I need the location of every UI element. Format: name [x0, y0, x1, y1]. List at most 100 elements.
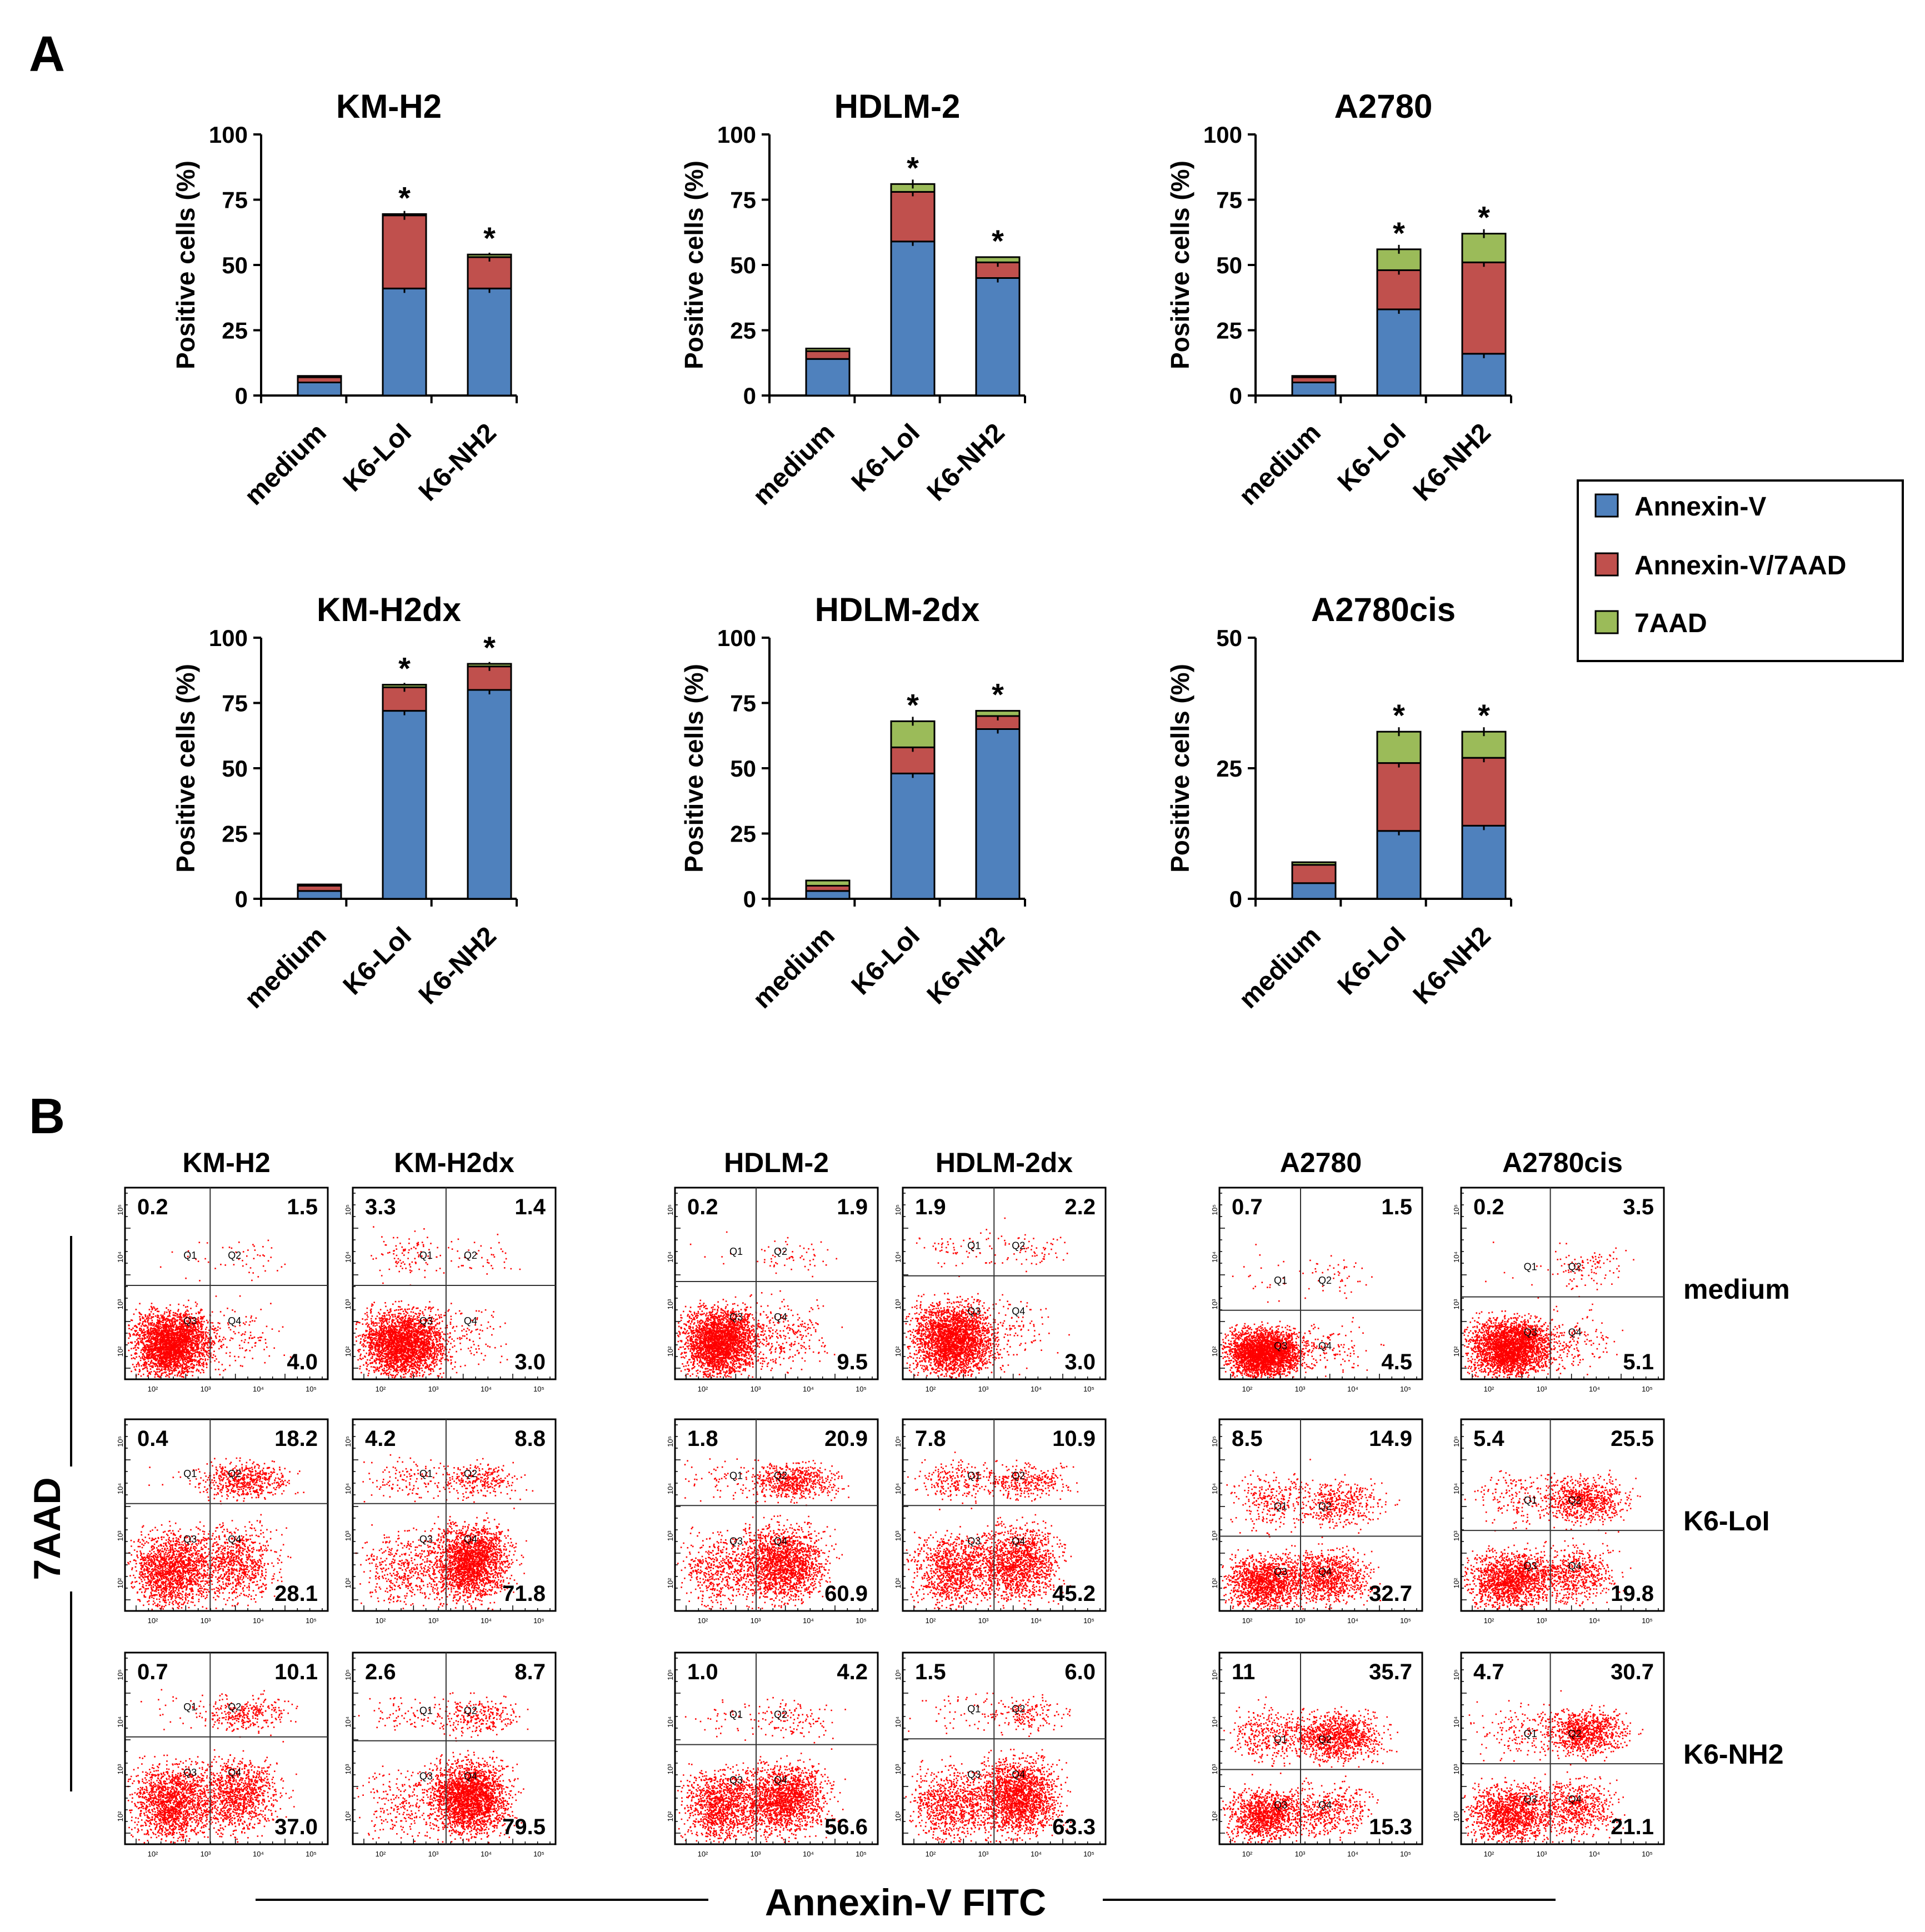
- x-decade-label: 10²: [1484, 1616, 1494, 1625]
- flow-plot: 10² 10² 10³ 10³ 10⁴ 10⁴ 10⁵ 10⁵ Q1 Q2 Q3 Q4 8.5 14.9 3…: [1211, 1418, 1423, 1625]
- x-decade-label: 10⁵: [1400, 1616, 1411, 1625]
- x-decade-label: 10⁴: [1589, 1385, 1600, 1393]
- gate-label-q2: Q2: [1568, 1495, 1582, 1506]
- bar-charts: KM-H2 0 25 50 75 100 Positive cells (%) medium *…: [171, 88, 1512, 1014]
- event-dots: [1222, 1778, 1319, 1844]
- bar-segment-annexin: [975, 728, 1021, 900]
- x-decade-label: 10³: [978, 1850, 989, 1858]
- event-dots: [1278, 1706, 1398, 1768]
- x-decade-label: 10⁴: [481, 1616, 492, 1625]
- y-decade-label: 10⁵: [666, 1204, 674, 1215]
- gate-label-q4: Q4: [1318, 1340, 1332, 1352]
- gate-label-q4: Q4: [1568, 1327, 1582, 1338]
- y-tick-label: 100: [1203, 122, 1242, 148]
- flow-plot: 10² 10² 10³ 10³ 10⁴ 10⁴ 10⁵ 10⁵ Q1 Q2 Q3 Q4 0.2 1.5 4.…: [116, 1187, 329, 1393]
- plot-frame: [902, 1651, 1107, 1845]
- flow-row-label: K6-LoI: [1683, 1505, 1770, 1536]
- plot-frame: [1460, 1651, 1665, 1845]
- bar-segment-annexin: [1376, 830, 1422, 900]
- quadrant-value-q4: 21.1: [1611, 1815, 1654, 1839]
- y-decade-label: 10⁵: [1452, 1204, 1461, 1215]
- x-decade-label: 10²: [1484, 1385, 1494, 1393]
- legend-label-7aad: 7AAD: [1634, 609, 1707, 638]
- event-dots: [192, 1295, 292, 1375]
- bar-segment-annexin: [382, 710, 427, 900]
- quadrant-value-q2: 10.1: [274, 1660, 318, 1684]
- y-tick-label: 25: [730, 821, 756, 847]
- x-decade-label: 10³: [428, 1385, 439, 1393]
- plot-frame: [674, 1651, 879, 1845]
- y-decade-label: 10⁴: [1211, 1716, 1219, 1728]
- x-decade-label: 10⁵: [856, 1850, 867, 1858]
- x-decade-label: 10³: [201, 1850, 211, 1858]
- quadrant-value-q4: 45.2: [1052, 1581, 1096, 1606]
- chart-title: KM-H2dx: [317, 591, 461, 628]
- gate-label-q3: Q3: [1274, 1799, 1287, 1810]
- chart-title: HDLM-2dx: [815, 591, 980, 628]
- bar-chart-3: A2780 0 25 50 75 100 Positive cells (%) medium *…: [1166, 88, 1512, 511]
- gate-label-q3: Q3: [1524, 1794, 1537, 1805]
- y-decade-label: 10⁵: [344, 1669, 352, 1680]
- y-tick-label: 75: [222, 187, 248, 213]
- plot-frame: [902, 1418, 1107, 1612]
- x-decade-label: 10³: [751, 1616, 761, 1625]
- x-decade-label: 10⁴: [481, 1385, 492, 1393]
- gate-label-q2: Q2: [774, 1709, 787, 1720]
- y-decade-label: 10⁴: [894, 1483, 902, 1494]
- y-decade-label: 10²: [116, 1811, 124, 1821]
- y-decade-label: 10⁵: [116, 1669, 124, 1680]
- y-decade-label: 10²: [1452, 1578, 1461, 1588]
- gate-label-q1: Q1: [729, 1470, 743, 1481]
- y-tick-label: 75: [730, 690, 756, 717]
- gate-label-q4: Q4: [1568, 1794, 1582, 1805]
- gate-label-q1: Q1: [1274, 1734, 1287, 1745]
- event-dots: [1278, 1474, 1401, 1538]
- event-dots: [735, 1459, 849, 1506]
- gate-label-q3: Q3: [1524, 1560, 1537, 1571]
- panel-label-b: B: [29, 1089, 65, 1144]
- y-decade-label: 10³: [116, 1530, 124, 1541]
- event-dots: [148, 1466, 206, 1489]
- x-decade-label: 10⁵: [856, 1616, 867, 1625]
- x-decade-label: 10³: [751, 1850, 761, 1858]
- bar-segment-7aad: [467, 663, 512, 668]
- gate-label-q4: Q4: [228, 1534, 241, 1545]
- gate-label-q4: Q4: [228, 1767, 241, 1778]
- y-decade-label: 10³: [666, 1764, 674, 1774]
- gate-label-q2: Q2: [228, 1468, 241, 1479]
- gate-label-q1: Q1: [729, 1246, 743, 1257]
- x-decade-label: 10²: [148, 1385, 158, 1393]
- flow-column-title: A2780: [1280, 1147, 1362, 1178]
- event-dots: [1485, 1242, 1549, 1299]
- gate-label-q3: Q3: [967, 1535, 981, 1546]
- quadrant-value-q2: 1.4: [514, 1195, 546, 1219]
- y-tick-label: 75: [1216, 187, 1242, 213]
- quadrant-value-q1: 0.2: [687, 1195, 718, 1219]
- x-decade-label: 10²: [376, 1850, 386, 1858]
- plot-frame: [674, 1418, 879, 1612]
- event-dots: [355, 1300, 464, 1379]
- gate-label-q2: Q2: [1318, 1734, 1332, 1745]
- plot-frame: [1218, 1187, 1423, 1380]
- x-decade-label: 10⁵: [533, 1616, 544, 1625]
- bar-segment-7aad: [1291, 861, 1337, 866]
- event-dots: [738, 1290, 843, 1374]
- bar-segment-double: [467, 256, 512, 289]
- event-dots: [197, 1239, 286, 1282]
- quadrant-value-q1: 0.4: [137, 1427, 168, 1451]
- y-tick-label: 25: [1216, 318, 1242, 344]
- bar-segment-7aad: [382, 213, 427, 217]
- quadrant-value-q1: 1.0: [687, 1660, 718, 1684]
- quadrant-value-q4: 28.1: [274, 1581, 318, 1606]
- y-tick-label: 100: [209, 625, 248, 651]
- gate-label-q1: Q1: [183, 1701, 197, 1713]
- gate-label-q1: Q1: [183, 1468, 197, 1479]
- bar-segment-annexin: [890, 772, 936, 900]
- bar-segment-double: [1461, 261, 1507, 355]
- x-decade-label: 10³: [428, 1616, 439, 1625]
- x-decade-label: 10³: [428, 1850, 439, 1858]
- x-category-label: medium: [1233, 418, 1327, 511]
- bar-segment-annexin: [805, 358, 851, 397]
- gate-label-q1: Q1: [967, 1703, 981, 1714]
- y-decade-label: 10⁵: [116, 1436, 124, 1447]
